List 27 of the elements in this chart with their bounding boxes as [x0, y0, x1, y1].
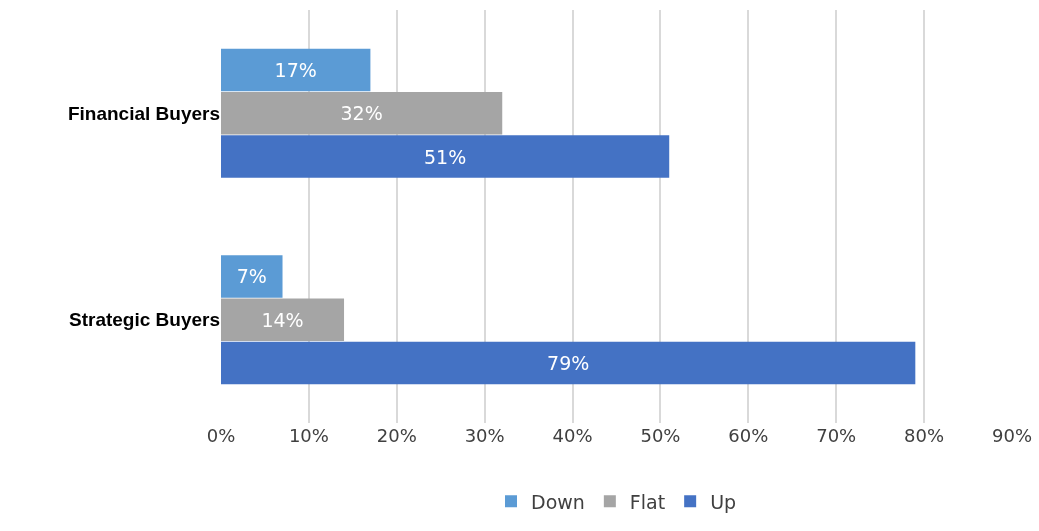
- x-tick-label: 40%: [552, 425, 593, 446]
- legend-label: Down: [531, 490, 585, 513]
- legend-label: Up: [710, 490, 737, 513]
- y-tick-label: Strategic Buyers: [68, 309, 220, 331]
- bar: [221, 255, 283, 298]
- x-tick-label: 0%: [206, 425, 236, 446]
- legend-label: Flat: [629, 490, 666, 513]
- data-label: 17%: [274, 58, 317, 81]
- x-tick-label: 60%: [728, 425, 769, 446]
- x-tick-label: 80%: [904, 425, 945, 446]
- data-label: 32%: [340, 102, 383, 125]
- bar: [221, 48, 371, 92]
- y-tick-label: Financial Buyers: [67, 102, 220, 124]
- data-label: 14%: [261, 308, 304, 331]
- data-label: 7%: [236, 265, 267, 288]
- bar: [221, 341, 916, 385]
- bar: [221, 92, 503, 135]
- x-tick-label: 10%: [288, 425, 329, 446]
- bar: [221, 135, 670, 178]
- data-label: 79%: [547, 352, 590, 375]
- bar: [221, 298, 345, 341]
- x-tick-label: 90%: [991, 425, 1033, 446]
- x-tick-label: 70%: [816, 425, 857, 446]
- x-tick-label: 30%: [464, 425, 505, 446]
- x-tick-label: 20%: [376, 425, 417, 446]
- data-label: 51%: [424, 145, 467, 168]
- x-tick-label: 50%: [640, 425, 681, 446]
